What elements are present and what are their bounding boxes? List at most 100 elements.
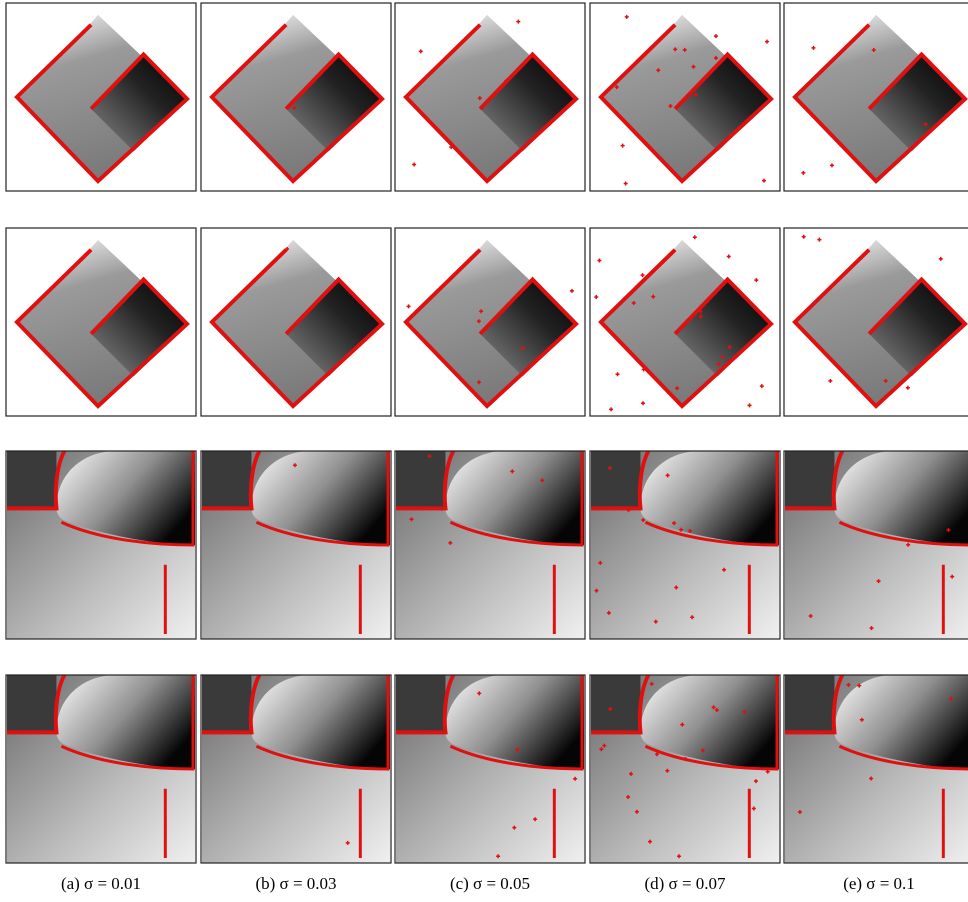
panel-border	[5, 227, 197, 417]
edge-point	[698, 309, 703, 314]
edge-point	[693, 92, 698, 97]
edge-point	[808, 614, 813, 619]
edge-point	[477, 691, 482, 696]
panel-image	[395, 451, 585, 639]
edge-point	[765, 39, 770, 44]
edge-point	[675, 386, 680, 391]
edge-point	[751, 806, 756, 811]
edge-point	[569, 288, 574, 293]
edge-point	[938, 256, 943, 261]
edge-point	[720, 355, 725, 360]
edge-point	[510, 469, 515, 474]
edge-point	[448, 540, 453, 545]
panel	[589, 674, 781, 864]
edge-point	[609, 407, 614, 412]
panel	[783, 674, 968, 864]
panel-image	[784, 228, 968, 416]
edge-point	[811, 45, 816, 50]
panel	[589, 450, 781, 640]
panel-image	[6, 3, 196, 191]
panel	[5, 227, 197, 417]
panel-border	[394, 227, 586, 417]
edge-point	[869, 776, 874, 781]
edge-point	[690, 615, 695, 620]
panel-border	[200, 674, 392, 864]
edge-point	[654, 752, 659, 757]
edge-point	[597, 258, 602, 263]
edge-point	[698, 314, 703, 319]
panel	[394, 2, 586, 192]
edge-point	[653, 619, 658, 624]
panel	[200, 450, 392, 640]
edge-point	[624, 14, 629, 19]
captions: (a) σ = 0.01 (b) σ = 0.03 (c) σ = 0.05 (d) …	[61, 874, 915, 893]
edge-point	[412, 162, 417, 167]
edge-point	[747, 403, 752, 408]
edge-point	[607, 466, 612, 471]
edge-point	[540, 478, 545, 483]
edge-point	[674, 585, 679, 590]
panel	[783, 2, 968, 192]
panel-border	[394, 674, 586, 864]
panel-border	[5, 674, 197, 864]
edge-point	[665, 768, 670, 773]
caption: (e) σ = 0.1	[843, 874, 915, 893]
edge-point	[427, 454, 432, 459]
panel	[5, 2, 197, 192]
panel-border	[394, 450, 586, 640]
panel-image	[590, 675, 780, 863]
edge-point	[691, 64, 696, 69]
panel-image	[201, 451, 391, 639]
edge-point	[599, 747, 604, 752]
edge-point	[615, 372, 620, 377]
caption: (b) σ = 0.03	[255, 874, 336, 893]
panel	[200, 227, 392, 417]
edge-point	[504, 79, 509, 84]
edge-point	[606, 610, 611, 615]
edge-point	[641, 401, 646, 406]
edge-point	[608, 707, 613, 712]
panel	[200, 2, 392, 192]
edge-point	[714, 708, 719, 713]
panel-border	[200, 2, 392, 192]
edge-point	[476, 319, 481, 324]
panel-image	[784, 675, 968, 863]
panel-border	[5, 450, 197, 640]
edge-point	[418, 49, 423, 54]
edge-point	[516, 19, 521, 24]
edge-point	[946, 527, 951, 532]
edge-point	[598, 560, 603, 565]
edge-point	[680, 722, 685, 727]
edge-point	[859, 717, 864, 722]
edge-point	[651, 294, 656, 299]
edge-point	[672, 521, 677, 526]
edge-point	[895, 77, 900, 82]
edge-point	[905, 385, 910, 390]
edge-point	[692, 235, 697, 240]
edge-point	[673, 47, 678, 52]
edge-point	[869, 626, 874, 631]
panel	[589, 2, 781, 192]
edge-point	[602, 743, 607, 748]
panel-image	[395, 675, 585, 863]
edge-point	[876, 579, 881, 584]
panel-border	[200, 450, 392, 640]
edge-point	[742, 709, 747, 714]
edge-point	[623, 181, 628, 186]
panel	[783, 227, 968, 417]
edge-point	[629, 771, 634, 776]
edge-point	[817, 237, 822, 242]
edge-point	[614, 85, 619, 90]
edge-point	[950, 574, 955, 579]
edge-point	[857, 683, 862, 688]
edge-point	[496, 854, 501, 859]
edge-point	[688, 529, 693, 534]
panel-image	[590, 451, 780, 639]
edge-point	[533, 817, 538, 822]
edge-point	[727, 344, 732, 349]
edge-point	[573, 776, 578, 781]
panel	[783, 450, 968, 640]
edge-point	[649, 681, 654, 686]
edge-point	[634, 809, 639, 814]
edge-point	[797, 809, 802, 814]
